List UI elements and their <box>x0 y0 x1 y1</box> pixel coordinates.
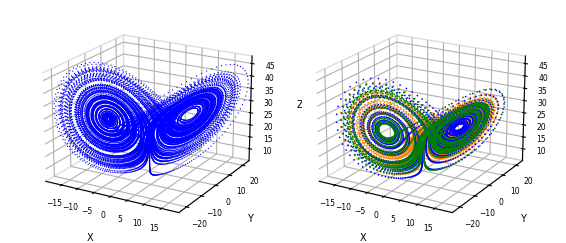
Y-axis label: Y: Y <box>520 214 526 225</box>
X-axis label: X: X <box>360 233 367 243</box>
Y-axis label: Y: Y <box>247 214 252 225</box>
X-axis label: X: X <box>87 233 93 243</box>
